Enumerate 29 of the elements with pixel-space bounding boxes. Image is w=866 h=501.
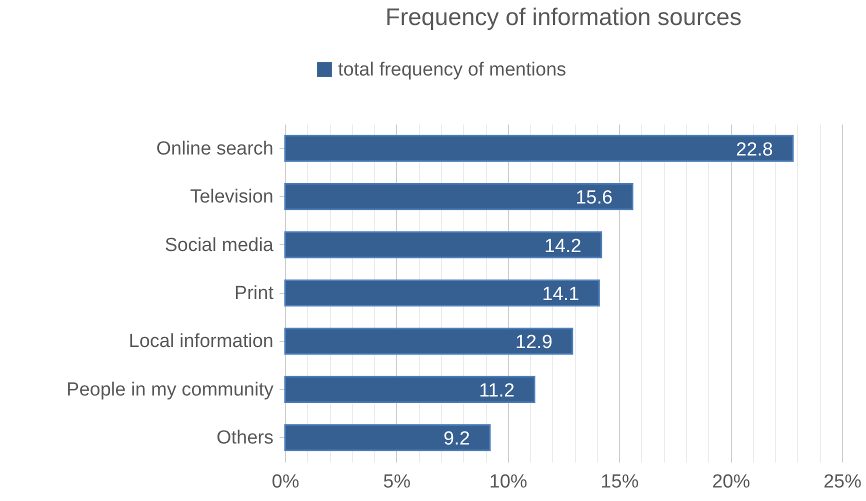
x-tick-label: 25% [823,472,862,492]
x-tick-label: 15% [600,472,639,492]
x-tick-label: 10% [489,472,528,492]
chart-title: Frequency of information sources [385,4,742,31]
bar [284,231,602,258]
y-tick-label: Others [216,428,274,449]
y-tick-label: People in my community [66,379,274,400]
bar [284,328,574,355]
x-tick-label: 20% [712,472,750,492]
data-label: 11.2 [478,380,515,402]
y-tick-label: Local information [128,331,274,352]
bar [284,183,634,210]
x-tick-label: 0% [272,472,300,492]
y-tick-label: Social media [164,234,274,256]
y-tick-label: Print [234,283,274,304]
data-label: 15.6 [576,188,613,209]
bar [284,424,491,452]
bar [284,134,794,162]
y-tick-label: Online search [156,138,274,160]
data-label: 14.1 [542,284,580,305]
bar [284,279,600,307]
bar [284,376,536,403]
data-label: 22.8 [736,139,773,160]
x-tick-label: 5% [383,472,411,492]
data-label: 9.2 [444,428,470,450]
legend-label: total frequency of mentions [338,60,566,80]
y-tick-label: Television [190,186,274,208]
data-label: 14.2 [544,236,582,257]
data-label: 12.9 [515,332,552,354]
